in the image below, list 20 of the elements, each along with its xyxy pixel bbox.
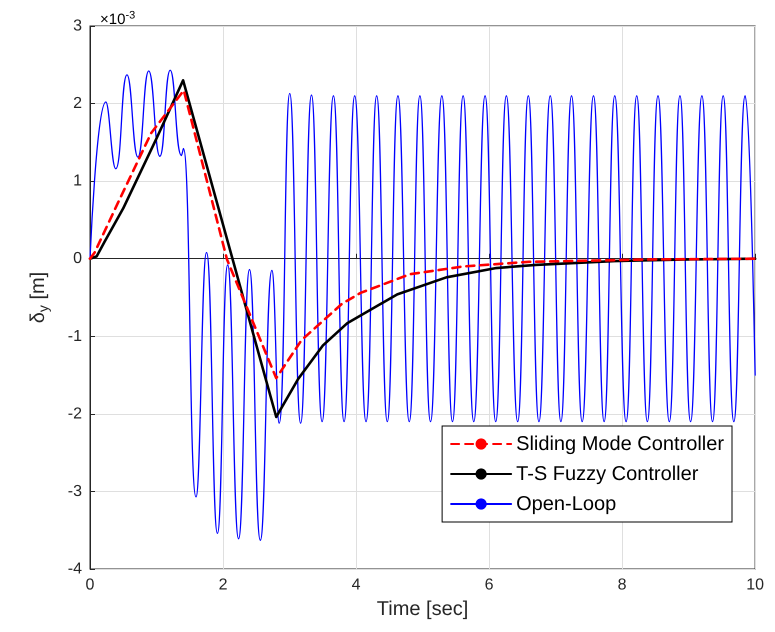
y-tick-label: -1 [68,328,82,345]
y-tick-label: 2 [73,95,82,112]
legend-label: Open-Loop [516,493,616,515]
y-tick-label: 3 [73,18,82,34]
x-axis-title: Time [sec] [376,598,468,620]
y-axis-title: δy [m] [27,272,51,324]
legend-label: Sliding Mode Controller [516,433,724,455]
x-tick-label: 2 [218,576,228,594]
y-tick-label: -2 [68,405,82,422]
y-tick-label: 0 [73,250,82,268]
x-tick-label: 4 [352,576,361,594]
x-tick-label: 6 [484,576,494,594]
y-tick-label: -3 [68,482,82,500]
x-tick-label: 10 [746,576,764,594]
legend-label: T-S Fuzzy Controller [516,463,699,485]
x-tick-label: 8 [618,576,627,594]
y-tick-label: 1 [73,172,82,190]
y-tick-label: -4 [68,560,82,578]
x-tick-label: 0 [86,576,95,594]
line-series [89,70,756,541]
